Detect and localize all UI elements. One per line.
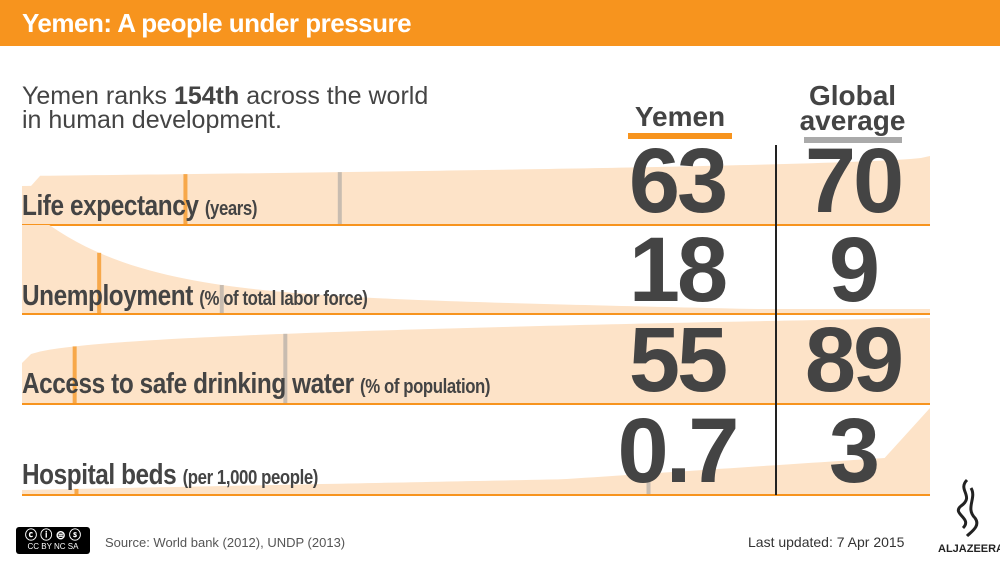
indicator-unit: (% of population) [360,376,491,398]
column-yemen-label: Yemen [634,101,726,132]
global-marker [219,284,224,313]
cc-icons: ⓒ ⓘ ⊜ ⓢ [24,528,82,542]
column-header-global: Global average [790,80,915,143]
area-1 [22,225,930,313]
aljazeera-logo: ALJAZEERA [938,478,1000,555]
area-2 [22,318,930,403]
indicator-name: Life expectancy [22,190,199,222]
global-underline [803,137,902,143]
row-baseline [22,313,930,315]
global-marker [337,172,342,224]
global-value: 89 [804,309,904,411]
column-header-yemen: Yemen [620,101,740,139]
intro-before: Yemen ranks [22,82,174,110]
indicator-name: Unemployment [22,280,193,312]
indicator-label: Life expectancy (years) [22,190,257,223]
column-divider [775,145,777,495]
global-marker [646,473,651,494]
intro-text: Yemen ranks 154th across the world in hu… [22,82,442,134]
yemen-marker [97,252,102,313]
indicator-unit: (% of total labor force) [199,288,368,310]
indicator-label: Access to safe drinking water (% of popu… [22,368,490,401]
yemen-value: 0.7 [617,400,740,502]
creative-commons-badge: ⓒ ⓘ ⊜ ⓢ CC BY NC SA [16,527,90,554]
page-title: Yemen: A people under pressure [22,8,412,38]
yemen-marker [72,346,77,403]
source-text: Source: World bank (2012), UNDP (2013) [105,535,346,550]
indicator-name: Hospital beds [22,459,177,491]
column-global-label: Global average [799,80,906,136]
indicator-name: Access to safe drinking water [22,368,354,400]
global-value: 3 [828,400,880,502]
last-updated: Last updated: 7 Apr 2015 [748,534,905,550]
yemen-marker [74,488,79,494]
indicator-label: Unemployment (% of total labor force) [22,280,368,313]
row-baseline [22,494,930,496]
license-text: CC BY NC SA [27,542,79,551]
yemen-underline [628,133,732,139]
yemen-marker [183,174,188,224]
area-3 [22,408,930,494]
aljazeera-calligraphy-icon [957,478,979,538]
intro-after: across the world in human development. [22,82,429,134]
title-bar: Yemen: A people under pressure [0,0,1000,46]
yemen-value: 63 [628,130,728,232]
yemen-value: 55 [628,309,728,411]
global-marker [283,333,288,403]
indicator-label: Hospital beds (per 1,000 people) [22,459,318,492]
row-baseline [22,224,930,226]
yemen-value: 18 [628,219,728,321]
indicator-unit: (years) [204,198,258,220]
row-baseline [22,403,930,405]
aljazeera-logo-text: ALJAZEERA [938,543,1000,555]
global-value: 70 [804,130,904,232]
indicator-unit: (per 1,000 people) [182,467,319,489]
area-0 [22,156,930,224]
global-value: 9 [828,219,880,321]
intro-rank: 154th [173,82,240,110]
